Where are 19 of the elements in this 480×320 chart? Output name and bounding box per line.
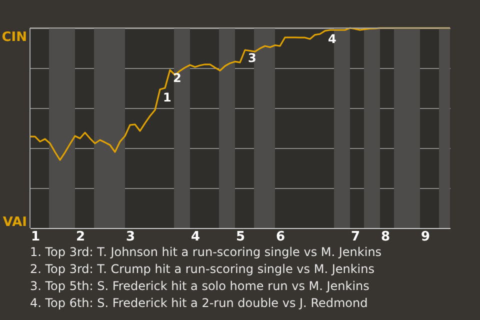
text: 4. Top 6th: S. Frederick hit a 2-run double vs J. Redmond (30, 296, 368, 310)
annotation: 2 (173, 71, 182, 85)
x-tick-label: 4 (190, 230, 200, 244)
text: CIN (2, 30, 27, 45)
text: 2. Top 3rd: T. Crump hit a run-scoring single vs M. Jenkins (30, 262, 374, 276)
x-tick-label: 7 (350, 230, 360, 244)
x-tick-label: 2 (76, 230, 86, 244)
x-tick-label: 6 (276, 230, 286, 244)
x-tick-label: 3 (126, 230, 136, 244)
annotation: 4 (328, 32, 336, 46)
x-tick-label: 9 (420, 230, 430, 244)
text: VAI (2, 215, 27, 230)
x-tick-label: 8 (380, 230, 390, 244)
text: 1. Top 3rd: T. Johnson hit a run-scoring single vs M. Jenkins (30, 245, 382, 259)
x-tick-label: 5 (236, 230, 246, 244)
x-tick-label: 1 (30, 230, 40, 244)
text: 3. Top 5th: S. Frederick hit a solo home run vs M. Jenkins (30, 279, 370, 293)
annotation: 1 (163, 90, 172, 104)
annotation: 3 (248, 51, 256, 65)
